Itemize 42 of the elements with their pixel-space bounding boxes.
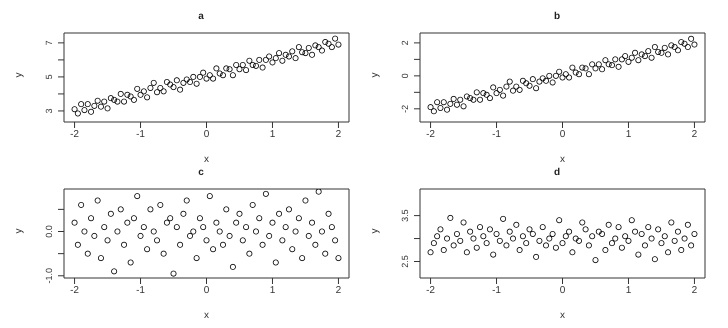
y-tick-label: 0	[400, 73, 410, 78]
x-tick-label: -2	[70, 285, 80, 296]
chart-title: a	[197, 10, 205, 24]
chart-title: c	[197, 166, 205, 180]
x-tick-label: 1	[270, 129, 276, 140]
x-axis-title: x	[204, 154, 209, 165]
x-tick-label: 2	[692, 129, 698, 140]
y-axis-title: y	[14, 228, 25, 234]
x-tick-label: 1	[626, 285, 632, 296]
y-axis-title: y	[14, 72, 25, 78]
x-tick-label: 1	[626, 129, 632, 140]
y-axis-title: y	[370, 228, 381, 234]
chart-title: b	[552, 10, 562, 24]
y-axis-title: y	[370, 72, 381, 78]
x-tick-label: 1	[270, 285, 276, 296]
x-axis-title: x	[560, 154, 565, 165]
y-tick-label: 5	[44, 74, 54, 80]
x-tick-label: -2	[70, 129, 80, 140]
y-tick-label: 3	[44, 108, 54, 114]
x-tick-label: 0	[560, 129, 566, 140]
y-tick-label: 2.5	[400, 255, 410, 268]
x-tick-label: -1	[136, 285, 146, 296]
y-tick-label: 7	[44, 40, 54, 46]
x-axis-title: x	[204, 310, 209, 321]
x-tick-label: 2	[336, 285, 342, 296]
x-tick-label: 0	[560, 285, 566, 296]
chart-title: d	[552, 166, 562, 180]
y-tick-label: 3.5	[400, 209, 410, 222]
x-tick-label: 0	[204, 129, 210, 140]
x-tick-label: -2	[426, 129, 436, 140]
x-tick-label: -1	[492, 285, 502, 296]
y-tick-label: 0.0	[44, 225, 54, 238]
x-axis-title: x	[560, 310, 565, 321]
y-tick-label: -2	[400, 104, 410, 113]
y-tick-label: 2	[400, 40, 410, 46]
y-tick-label: -1.0	[44, 268, 54, 284]
x-tick-label: 2	[336, 129, 342, 140]
x-tick-label: 0	[204, 285, 210, 296]
x-tick-label: 2	[692, 285, 698, 296]
x-tick-label: -1	[136, 129, 146, 140]
x-tick-label: -1	[492, 129, 502, 140]
x-tick-label: -2	[426, 285, 436, 296]
